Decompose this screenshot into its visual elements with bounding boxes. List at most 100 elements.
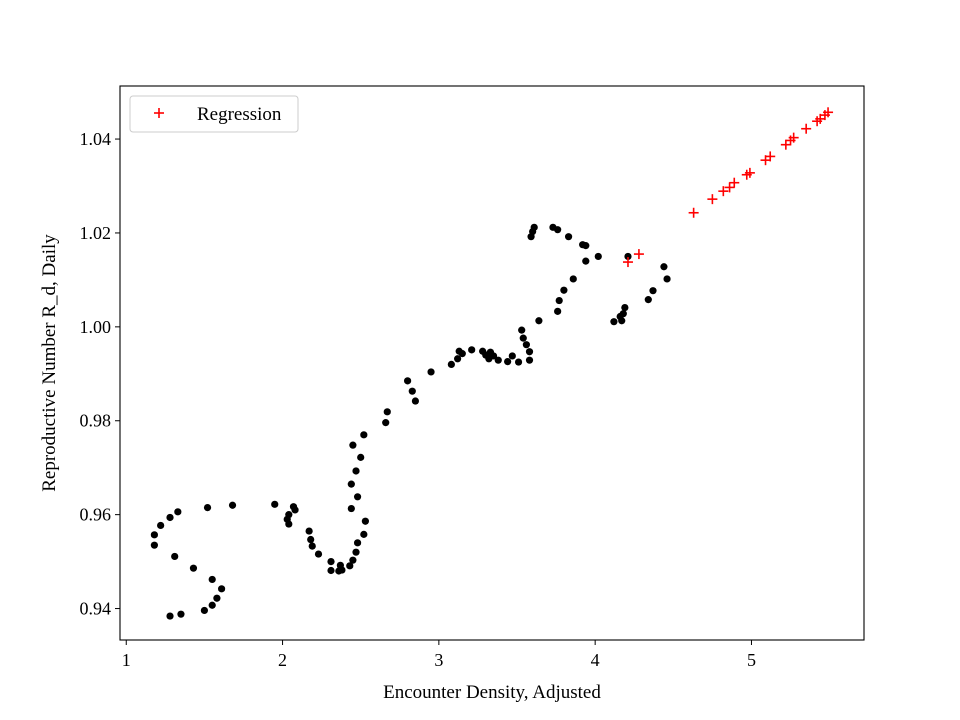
observed-point	[519, 334, 527, 342]
y-tick-label: 1.02	[80, 223, 112, 243]
observed-point	[525, 348, 534, 356]
x-tick-label: 3	[434, 650, 443, 670]
observed-point	[347, 504, 355, 513]
observed-point	[352, 467, 360, 475]
observed-point	[150, 531, 158, 539]
y-axis-label: Reproductive Number R_d, Daily	[39, 234, 60, 492]
observed-point	[518, 326, 526, 334]
observed-point	[535, 317, 543, 325]
observed-point	[189, 564, 198, 572]
regression-point	[707, 194, 718, 205]
observed-point	[582, 242, 590, 250]
observed-point	[427, 368, 435, 376]
observed-point	[411, 397, 420, 405]
observed-point	[447, 360, 455, 369]
observed-point	[208, 601, 216, 609]
regression-point	[688, 207, 699, 218]
observed-point	[203, 504, 212, 512]
observed-point	[621, 304, 629, 312]
observed-point	[357, 453, 365, 461]
observed-point	[336, 561, 344, 569]
observed-point	[644, 296, 652, 304]
x-axis: 1 2 3 4 5	[122, 640, 756, 670]
observed-point	[660, 263, 668, 271]
regression-point	[788, 132, 799, 143]
observed-point	[504, 357, 512, 366]
observed-point	[530, 223, 538, 231]
observed-point	[349, 556, 357, 564]
observed-point	[208, 575, 216, 584]
y-tick-label: 0.96	[80, 505, 112, 525]
observed-point	[468, 346, 476, 354]
data-marks	[150, 107, 834, 620]
observed-point	[403, 377, 412, 385]
observed-point	[213, 594, 221, 602]
regression-point	[765, 151, 776, 162]
observed-point	[352, 548, 360, 556]
legend: Regression	[129, 95, 299, 133]
observed-point	[361, 517, 369, 525]
observed-point	[560, 286, 568, 294]
observed-point	[308, 542, 316, 550]
observed-point	[200, 606, 209, 615]
regression-point	[622, 257, 633, 268]
observed-point	[508, 352, 516, 360]
observed-point	[307, 535, 315, 544]
observed-point	[347, 480, 355, 488]
regression-point	[729, 177, 740, 188]
observed-point	[522, 341, 530, 349]
observed-point	[663, 275, 671, 283]
x-tick-label: 2	[278, 650, 287, 670]
observed-point	[454, 355, 462, 363]
legend-marker-regression	[154, 108, 164, 118]
observed-point	[327, 566, 335, 575]
observed-point	[382, 419, 390, 427]
observed-point	[327, 557, 335, 566]
observed-point	[228, 501, 237, 509]
observed-point	[554, 307, 562, 315]
observed-point	[314, 550, 323, 558]
observed-point	[349, 441, 357, 449]
observed-point	[525, 356, 534, 364]
observed-point	[610, 318, 618, 326]
observed-point	[346, 562, 354, 570]
regression-point	[718, 186, 729, 197]
observed-point	[157, 521, 165, 530]
x-axis-label: Encounter Density, Adjusted	[383, 682, 601, 703]
observed-point	[569, 275, 577, 283]
observed-point	[360, 530, 368, 538]
y-tick-label: 0.94	[80, 599, 112, 619]
observed-point	[619, 310, 627, 318]
observed-point	[177, 610, 185, 618]
observed-point	[554, 226, 562, 234]
observed-point	[305, 527, 313, 535]
regression-point	[744, 167, 755, 178]
y-tick-label: 0.98	[80, 411, 112, 431]
observed-point	[408, 387, 416, 395]
observed-point	[514, 358, 523, 366]
observed-point	[353, 493, 362, 501]
observed-point	[618, 317, 626, 325]
observed-point	[458, 350, 466, 358]
plot-frame	[119, 85, 865, 641]
legend-label-regression: Regression	[197, 104, 282, 125]
observed-point	[174, 508, 182, 516]
x-tick-label: 5	[747, 650, 756, 670]
legend-box	[129, 95, 299, 133]
observed-point	[624, 252, 632, 261]
y-tick-label: 1.00	[80, 317, 112, 337]
observed-point	[150, 541, 158, 549]
observed-point	[489, 352, 498, 360]
observed-point	[285, 520, 293, 528]
x-tick-label: 1	[122, 650, 131, 670]
y-tick-label: 1.04	[80, 129, 112, 149]
regression-point	[724, 182, 735, 193]
x-tick-label: 4	[591, 650, 600, 670]
observed-point	[353, 539, 362, 547]
regression-point	[823, 107, 834, 118]
legend-plus-marker	[154, 108, 164, 118]
observed-point	[360, 431, 368, 439]
observed-point	[564, 233, 573, 241]
observed-point	[166, 612, 174, 620]
